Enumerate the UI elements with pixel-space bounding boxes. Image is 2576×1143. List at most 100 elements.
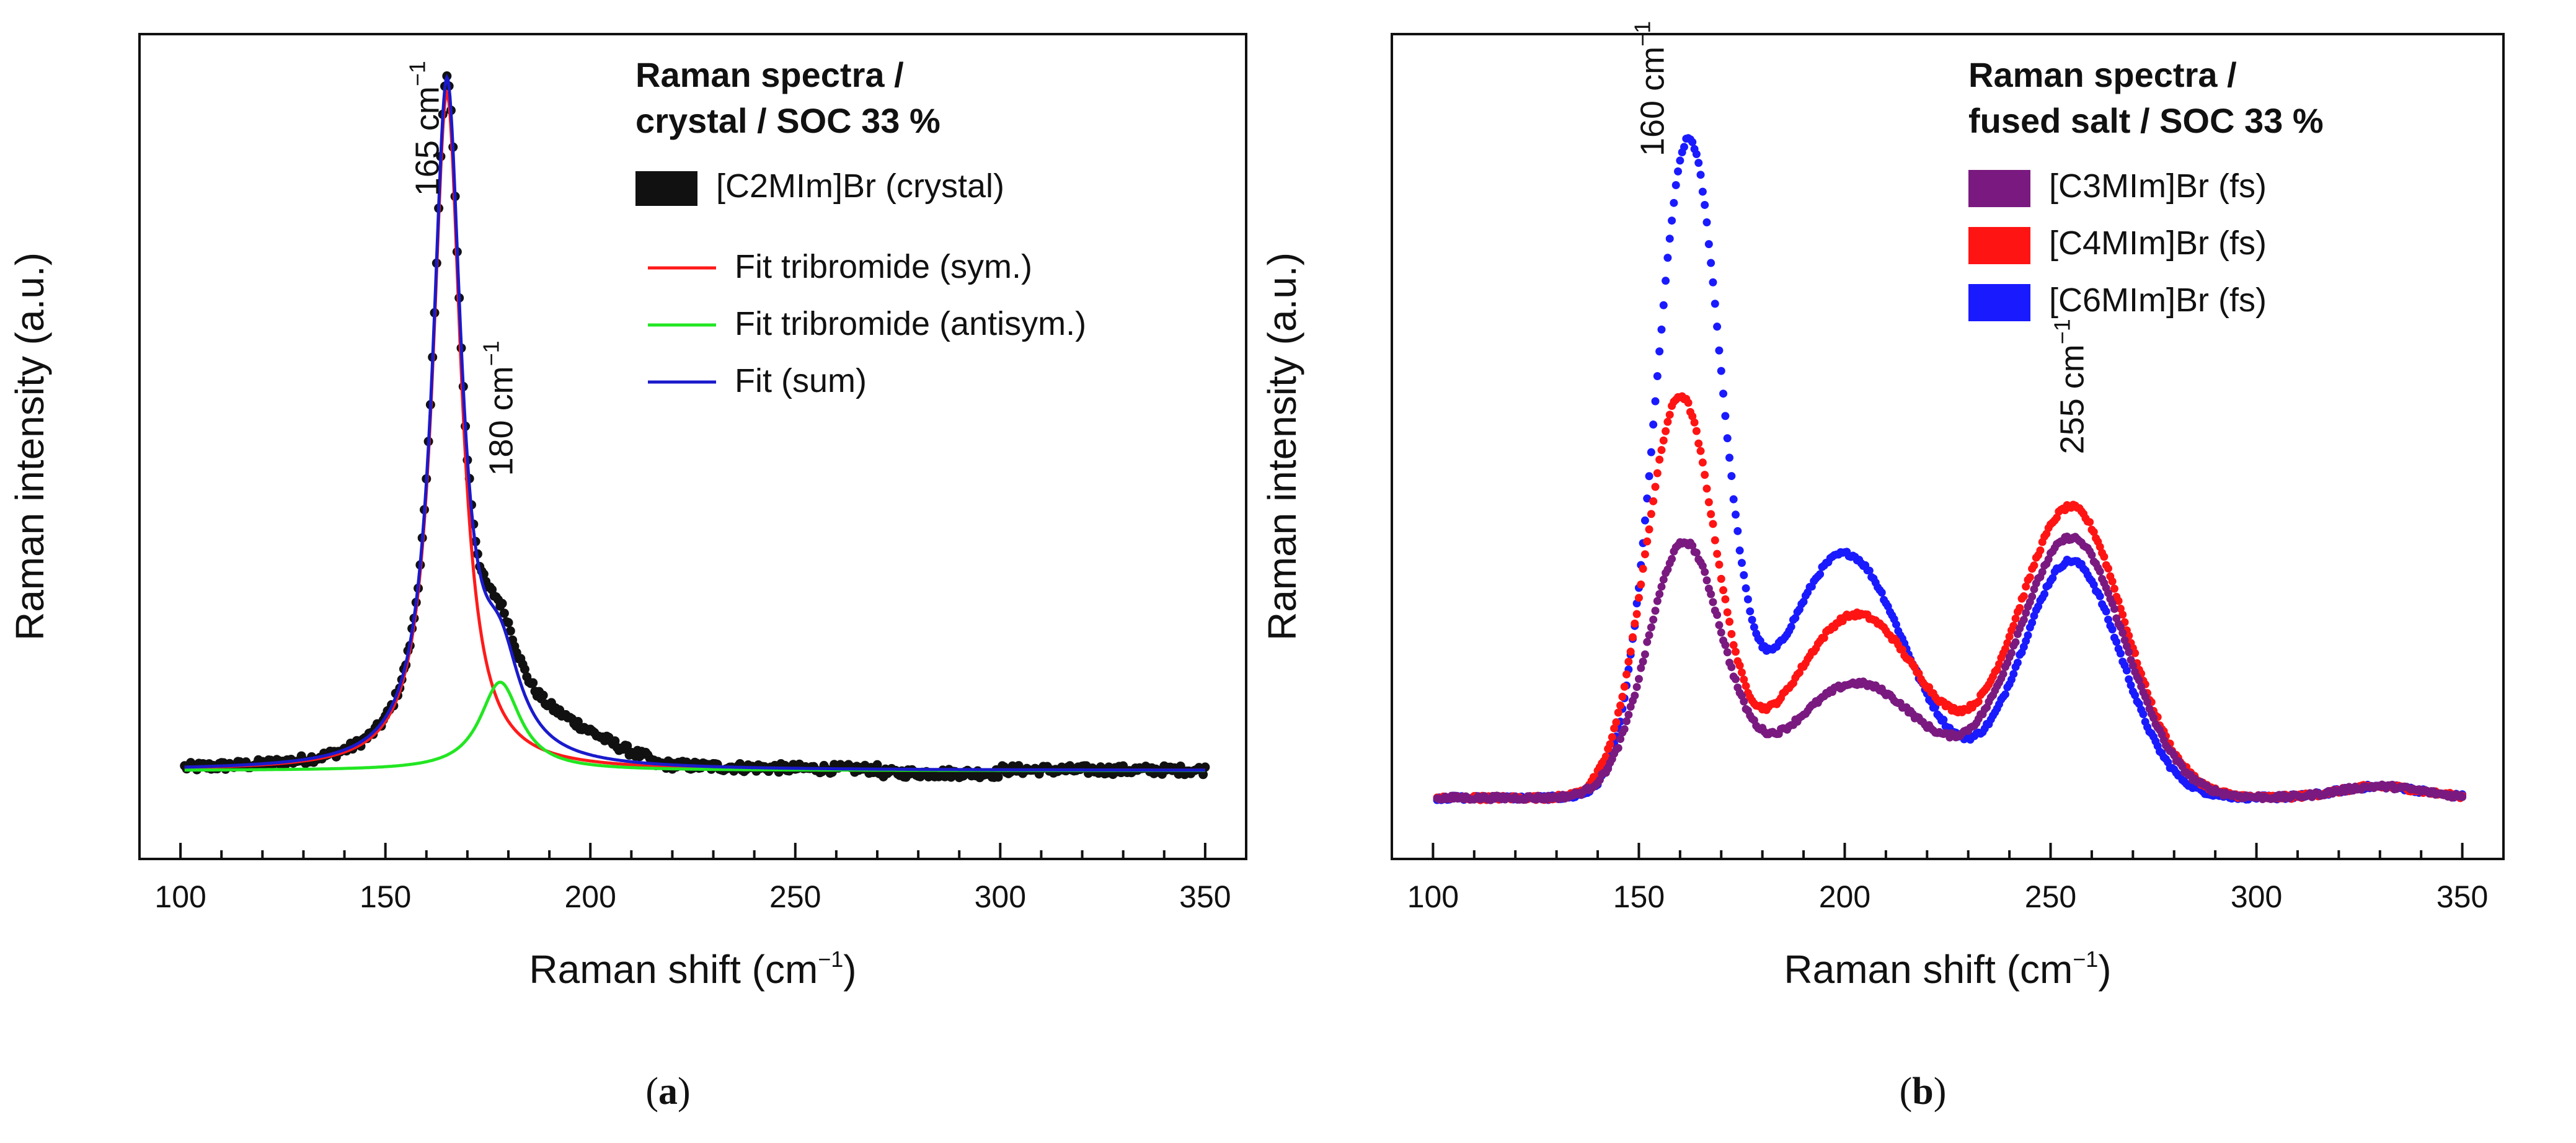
data-point bbox=[1717, 367, 1725, 375]
data-point bbox=[1704, 498, 1713, 507]
data-point bbox=[503, 618, 513, 628]
data-point bbox=[2089, 528, 2098, 536]
data-point bbox=[1721, 641, 1730, 649]
data-point bbox=[1657, 582, 1666, 591]
x-tick-label: 300 bbox=[2231, 879, 2282, 914]
data-point bbox=[1649, 420, 1658, 429]
data-point bbox=[497, 598, 507, 608]
data-point bbox=[1645, 525, 1653, 534]
data-point bbox=[1639, 564, 1647, 573]
legend-label: [C4MIm]Br (fs) bbox=[2049, 225, 2267, 262]
data-point bbox=[528, 678, 538, 688]
data-point bbox=[1816, 570, 1825, 579]
data-point bbox=[622, 741, 632, 751]
data-point bbox=[1647, 623, 1655, 632]
data-point bbox=[1696, 171, 1705, 179]
legend-swatch bbox=[1968, 170, 2030, 207]
data-point bbox=[1694, 159, 1703, 167]
data-point bbox=[2108, 625, 2117, 634]
data-point bbox=[1702, 484, 1711, 493]
data-point bbox=[2114, 597, 2123, 605]
x-tick-label: 150 bbox=[360, 879, 411, 914]
data-point bbox=[1628, 633, 1637, 642]
data-point bbox=[1616, 701, 1625, 710]
data-point bbox=[520, 664, 529, 674]
data-point bbox=[1692, 427, 1701, 435]
data-point bbox=[1713, 611, 1722, 620]
x-tick-label: 100 bbox=[1407, 879, 1459, 914]
data-point bbox=[1643, 537, 1652, 546]
data-point bbox=[1662, 427, 1670, 435]
data-point bbox=[1690, 418, 1699, 427]
data-point bbox=[2022, 608, 2030, 617]
data-point bbox=[2110, 605, 2118, 613]
data-point bbox=[1659, 575, 1668, 584]
data-point bbox=[2104, 615, 2112, 624]
data-point bbox=[1740, 571, 1748, 579]
data-point bbox=[1624, 710, 1633, 719]
peak-annotation: 160 cm−1 bbox=[1629, 21, 1671, 156]
data-point bbox=[1632, 610, 1641, 618]
data-point bbox=[1733, 527, 1742, 535]
data-point bbox=[2024, 631, 2032, 639]
data-point bbox=[1743, 595, 1752, 603]
data-point bbox=[1725, 617, 1734, 626]
legend-label: Fit (sum) bbox=[735, 362, 867, 399]
data-point bbox=[1715, 621, 1724, 629]
data-point bbox=[1622, 670, 1631, 678]
data-point bbox=[1717, 628, 1725, 637]
data-point bbox=[1640, 516, 1649, 525]
data-point bbox=[1717, 574, 1725, 583]
data-point bbox=[1820, 634, 1828, 643]
data-point bbox=[1727, 629, 1736, 638]
data-point bbox=[1645, 631, 1653, 639]
data-point bbox=[1715, 346, 1724, 355]
data-point bbox=[1653, 469, 1662, 478]
data-point bbox=[2009, 621, 2018, 630]
data-point bbox=[1663, 417, 1672, 426]
x-tick-label: 150 bbox=[1613, 879, 1665, 914]
x-axis-ticks bbox=[1432, 843, 2464, 859]
data-point bbox=[2096, 567, 2104, 576]
data-point bbox=[1795, 669, 1804, 677]
data-point bbox=[1735, 661, 1744, 670]
data-point bbox=[2135, 676, 2143, 685]
data-point bbox=[2458, 793, 2467, 801]
data-point bbox=[1620, 725, 1629, 734]
data-point bbox=[2118, 610, 2127, 619]
data-point bbox=[2086, 518, 2094, 527]
data-point bbox=[1680, 143, 1688, 151]
data-point bbox=[1688, 138, 1697, 146]
data-point bbox=[1614, 744, 1622, 752]
legend-label: [C3MIm]Br (fs) bbox=[2049, 167, 2267, 205]
data-point bbox=[1865, 566, 1874, 575]
data-point bbox=[2125, 648, 2133, 657]
data-point bbox=[1634, 675, 1643, 683]
data-point bbox=[1713, 549, 1722, 558]
x-tick-label: 200 bbox=[565, 879, 616, 914]
legend-title: Raman spectra / bbox=[1968, 55, 2237, 94]
data-point bbox=[1624, 657, 1633, 666]
legend-label: Fit tribromide (antisym.) bbox=[735, 305, 1086, 342]
data-point bbox=[1719, 586, 1728, 595]
data-point bbox=[2096, 543, 2104, 551]
data-point bbox=[2022, 582, 2030, 591]
x-tick-label: 250 bbox=[2025, 879, 2076, 914]
data-point bbox=[1657, 446, 1666, 455]
y-axis-label: Raman intensity (a.u.) bbox=[1260, 252, 1304, 641]
data-point bbox=[2019, 615, 2028, 624]
panel-label: (b) bbox=[1900, 1070, 1947, 1113]
data-point bbox=[1692, 548, 1701, 557]
data-point bbox=[1668, 554, 1676, 563]
data-point bbox=[1721, 412, 1730, 420]
data-point bbox=[1614, 708, 1622, 717]
plot-frame bbox=[1391, 33, 2505, 860]
data-point bbox=[2011, 614, 2020, 623]
legend-item-sum: Fit (sum) bbox=[648, 362, 867, 399]
legend-swatch bbox=[1968, 284, 2030, 321]
legend-swatch bbox=[1968, 227, 2030, 264]
data-point bbox=[1688, 541, 1697, 550]
data-point bbox=[1610, 724, 1619, 732]
data-point bbox=[1694, 439, 1703, 448]
data-point bbox=[1725, 453, 1734, 462]
